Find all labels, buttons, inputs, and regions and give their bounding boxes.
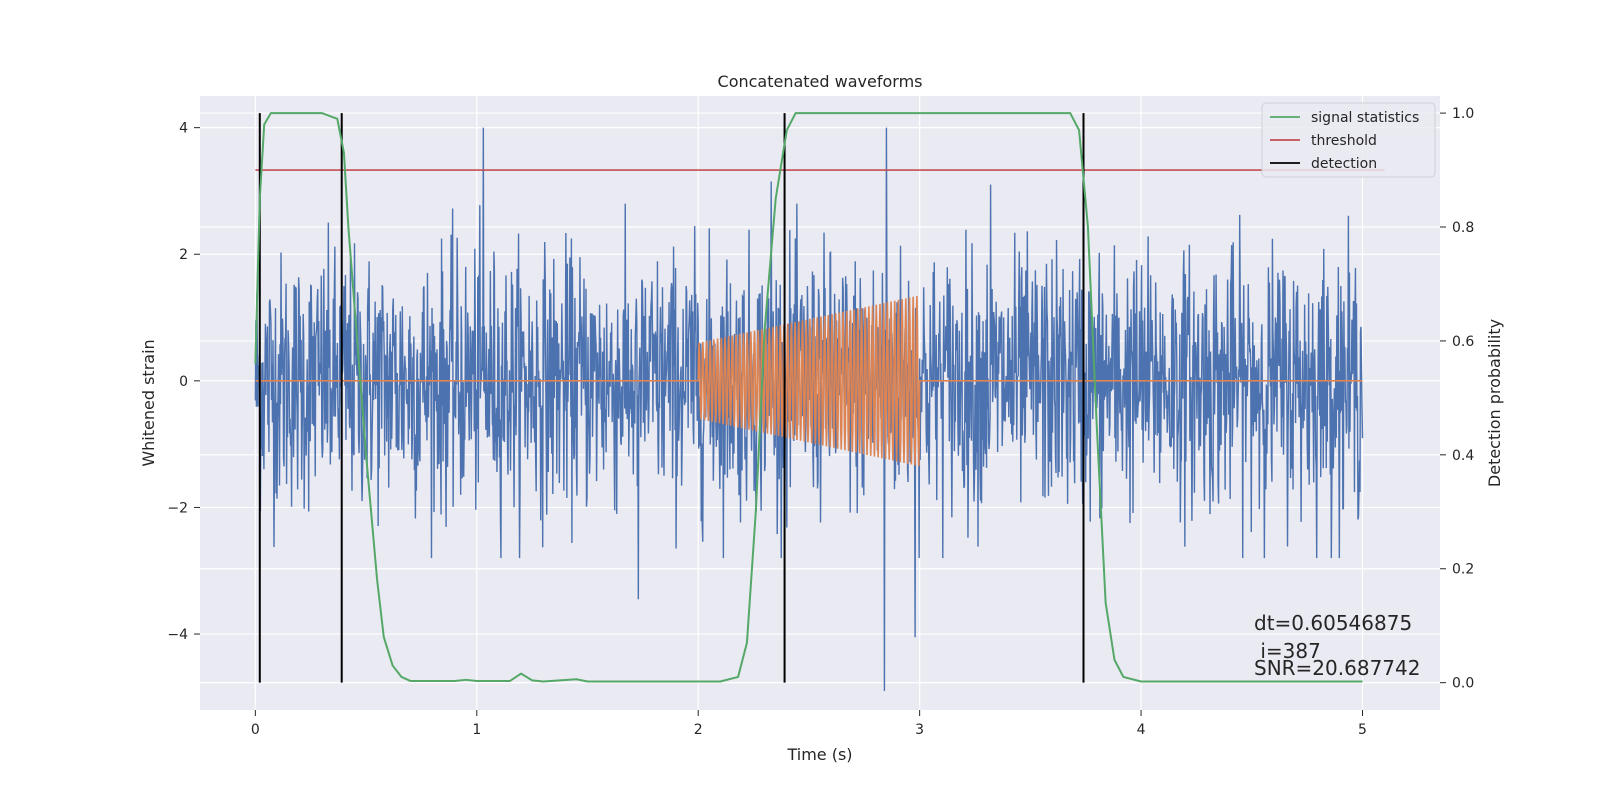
x-tick-label: 1 (472, 722, 481, 738)
x-tick-label: 4 (1137, 722, 1146, 738)
x-tick-label: 3 (915, 722, 924, 738)
legend-box (1261, 102, 1436, 178)
y-tick-label: −4 (167, 627, 188, 643)
y-tick-label: −2 (167, 500, 188, 516)
y-tick-label: 4 (179, 121, 188, 137)
x-axis-label: Time (s) (786, 745, 852, 764)
legend-label-signal-statistics: signal statistics (1311, 110, 1419, 126)
y-tick-label: 0 (179, 374, 188, 390)
annotation-dt: dt=0.60546875 (1254, 611, 1412, 635)
y2-tick-label: 0.2 (1452, 562, 1474, 578)
y2-tick-label: 0.8 (1452, 220, 1474, 236)
legend: signal statistics threshold detection (1261, 102, 1436, 178)
y2-tick-label: 0.0 (1452, 676, 1474, 692)
legend-label-threshold: threshold (1311, 133, 1377, 149)
legend-label-detection: detection (1311, 156, 1377, 172)
ticks-layer: 0 1 2 3 4 5 −4 −2 0 2 4 0.0 0.2 0.4 0.6 0.8 1.0 (167, 106, 1474, 738)
annotation-snr: SNR=20.687742 (1254, 656, 1420, 680)
injection-series (255, 295, 1363, 467)
x-tick-label: 2 (694, 722, 703, 738)
series-layer (254, 112, 1385, 692)
y2-axis-label: Detection probability (1485, 319, 1504, 487)
y2-tick-label: 0.6 (1452, 334, 1474, 350)
x-tick-label: 0 (251, 722, 260, 738)
chart-title: Concatenated waveforms (718, 72, 923, 91)
signal-statistics-series (254, 112, 1363, 683)
annotation-i: i=387 (1254, 639, 1321, 663)
y-tick-label: 2 (179, 247, 188, 263)
x-tick-label: 5 (1358, 722, 1367, 738)
y2-tick-label: 0.4 (1452, 448, 1474, 464)
y-axis-label: Whitened strain (139, 339, 158, 466)
y2-tick-label: 1.0 (1452, 106, 1474, 122)
